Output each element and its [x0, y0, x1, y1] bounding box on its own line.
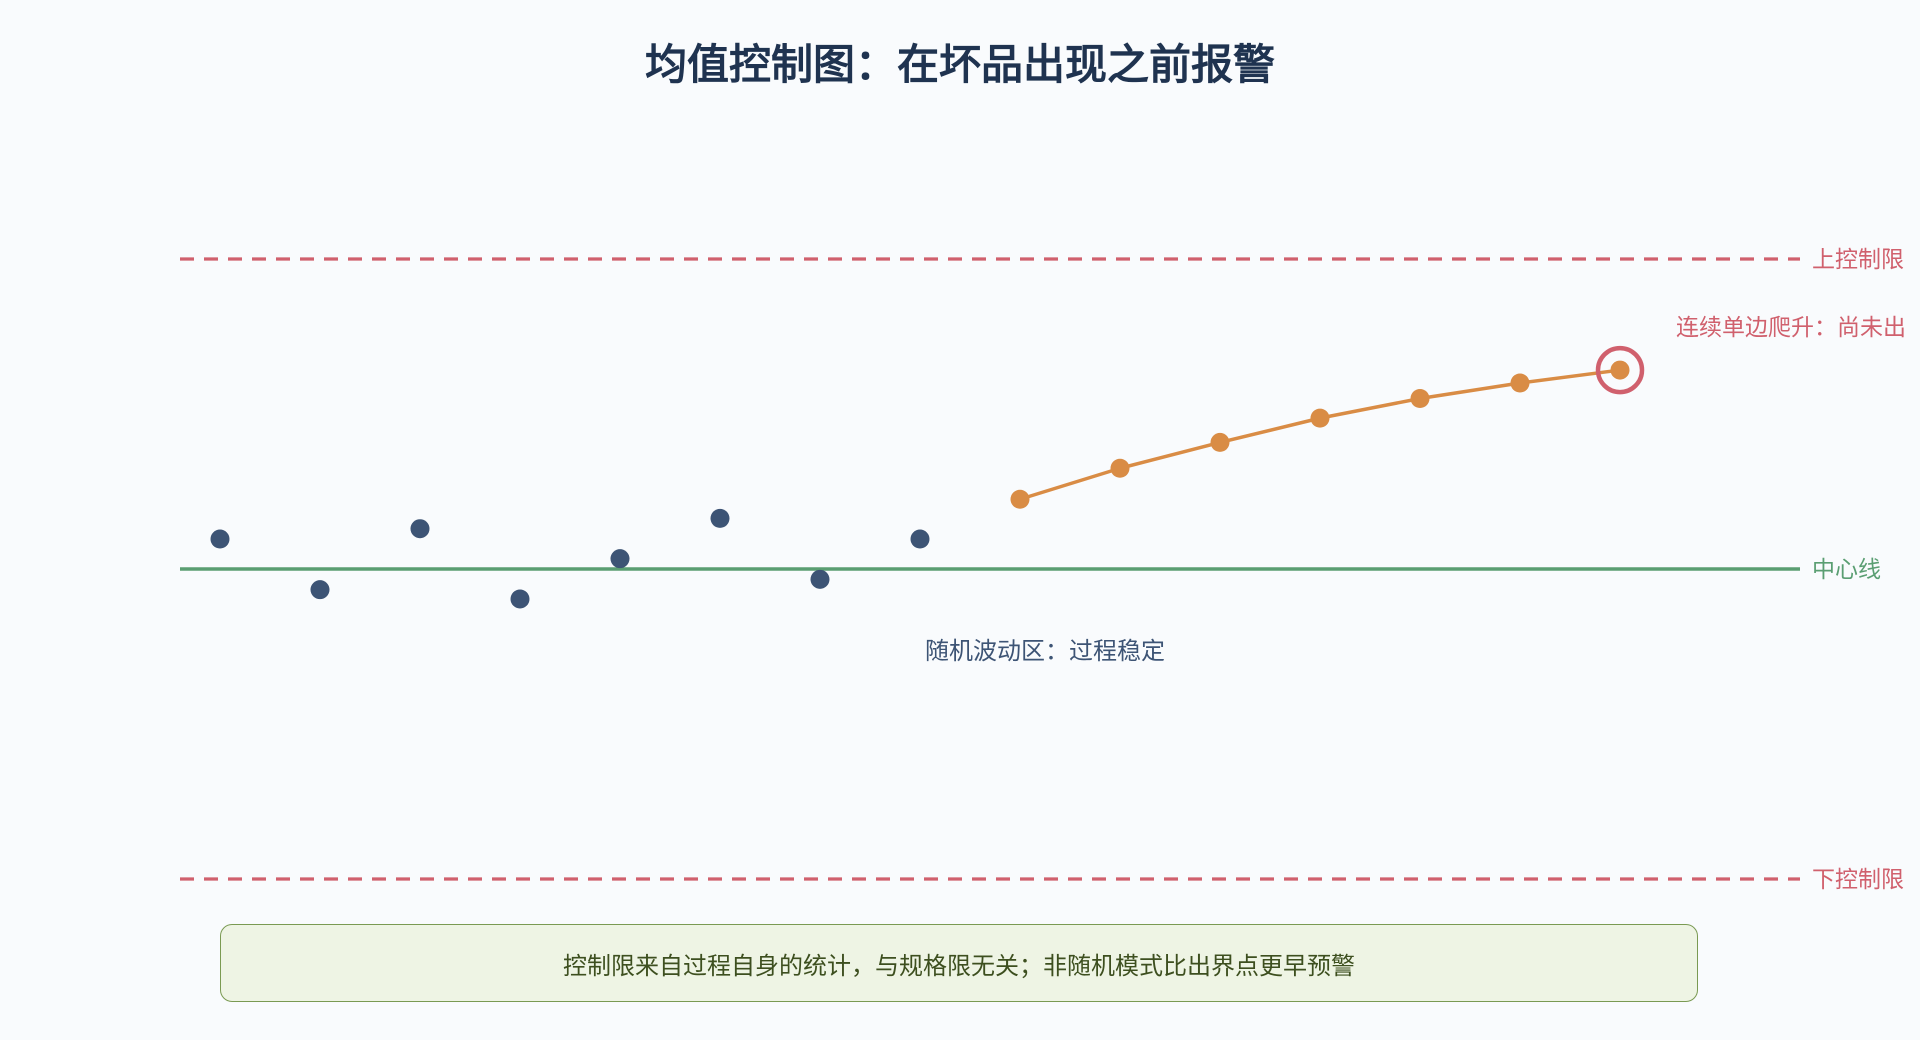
series-2-point-1: [1010, 489, 1030, 509]
series-2-point-2: [1110, 458, 1130, 478]
chart-title: 均值控制图：在坏品出现之前报警: [645, 40, 1275, 89]
series-2-point-5: [1410, 388, 1430, 408]
series-2-point-7: [1610, 360, 1630, 380]
reference-label-2: 中心线: [1812, 557, 1881, 583]
note-text: 控制限来自过程自身的统计，与规格限无关；非随机模式比出界点更早预警: [563, 951, 1355, 980]
note-box: 控制限来自过程自身的统计，与规格限无关；非随机模式比出界点更早预警: [220, 924, 1698, 1002]
series-2-point-6: [1510, 373, 1530, 393]
series-1-point-4: [510, 589, 530, 609]
series-1-point-7: [810, 569, 830, 589]
series-2-point-3: [1210, 432, 1230, 452]
series-1-point-1: [210, 529, 230, 549]
trend-annotation: 连续单边爬升：尚未出: [1676, 315, 1906, 341]
random-zone-annotation: 随机波动区：过程稳定: [925, 637, 1165, 665]
reference-label-3: 下控制限: [1812, 867, 1904, 893]
series-1-point-5: [610, 549, 630, 569]
series-1-point-8: [910, 529, 930, 549]
series-layer: [210, 345, 1645, 609]
highlight-ring: [1595, 345, 1645, 395]
series-1-point-3: [410, 519, 430, 539]
series-2-point-4: [1310, 408, 1330, 428]
reference-label-1: 上控制限: [1812, 247, 1904, 273]
series-1-point-2: [310, 580, 330, 600]
series-2-line: [1019, 368, 1621, 501]
series-1-point-6: [710, 508, 730, 528]
